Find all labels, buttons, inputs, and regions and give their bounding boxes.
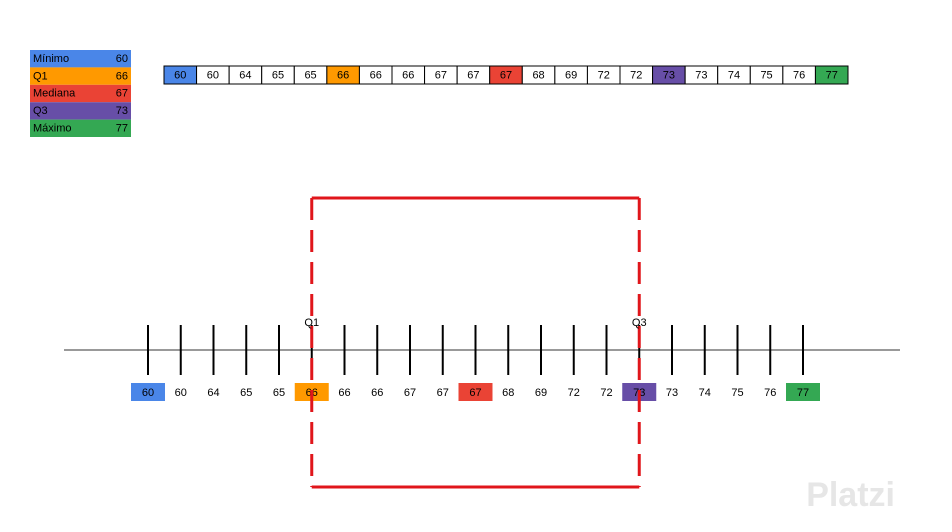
legend-value: 66: [116, 70, 128, 82]
watermark: Platzi: [806, 476, 895, 514]
quartile-label: Q3: [632, 317, 647, 329]
value-cell: [814, 65, 849, 85]
value-cell-text: 66: [337, 69, 349, 81]
legend-row: [30, 50, 131, 68]
value-cell-text: 64: [239, 69, 251, 81]
legend-label: Máximo: [33, 123, 72, 135]
legend-value: 60: [116, 53, 128, 65]
tick-label: 66: [338, 387, 350, 399]
value-cell-text: 68: [532, 69, 544, 81]
tick-label: 77: [797, 387, 809, 399]
legend-label: Q3: [33, 105, 48, 117]
tick-label: 67: [469, 387, 481, 399]
legend-row: [30, 102, 131, 120]
value-cell-text: 76: [793, 69, 805, 81]
value-cell-text: 73: [695, 69, 707, 81]
tick-label: 67: [437, 387, 449, 399]
legend-label: Mínimo: [33, 53, 69, 65]
value-cell-text: 72: [630, 69, 642, 81]
value-cell-text: 66: [370, 69, 382, 81]
value-cell-text: 65: [272, 69, 284, 81]
quartile-label: Q1: [304, 317, 319, 329]
tick-label: 60: [175, 387, 187, 399]
value-cell-text: 72: [598, 69, 610, 81]
tick-label: 60: [142, 387, 154, 399]
legend-row: [30, 67, 131, 85]
legend-label: Mediana: [33, 88, 76, 100]
value-cell-text: 60: [207, 69, 219, 81]
tick-label: 69: [535, 387, 547, 399]
label-highlight: [458, 383, 493, 401]
tick-label: 64: [207, 387, 219, 399]
tick-label: 65: [273, 387, 285, 399]
legend-value: 67: [116, 88, 128, 100]
tick-label: 66: [371, 387, 383, 399]
label-highlight: [786, 383, 820, 401]
value-cell-text: 66: [402, 69, 414, 81]
label-highlight: [131, 383, 165, 401]
tick-label: 68: [502, 387, 514, 399]
value-cell-text: 77: [826, 69, 838, 81]
tick-label: 73: [666, 387, 678, 399]
legend-label: Q1: [33, 70, 48, 82]
value-cell-text: 60: [174, 69, 186, 81]
value-cell-text: 74: [728, 69, 740, 81]
value-cell-text: 67: [500, 69, 512, 81]
value-cell-text: 67: [467, 69, 479, 81]
value-cell-text: 73: [663, 69, 675, 81]
legend-row: [30, 119, 131, 137]
tick-label: 72: [568, 387, 580, 399]
value-cell-text: 65: [304, 69, 316, 81]
value-cell-text: 69: [565, 69, 577, 81]
value-cell-text: 75: [760, 69, 772, 81]
tick-label: 74: [699, 387, 711, 399]
tick-label: 67: [404, 387, 416, 399]
tick-label: 72: [600, 387, 612, 399]
legend-value: 73: [116, 105, 128, 117]
tick-label: 65: [240, 387, 252, 399]
legend-value: 77: [116, 123, 128, 135]
legend-row: [30, 84, 131, 103]
value-cell-text: 67: [435, 69, 447, 81]
tick-label: 76: [764, 387, 776, 399]
tick-label: 75: [731, 387, 743, 399]
